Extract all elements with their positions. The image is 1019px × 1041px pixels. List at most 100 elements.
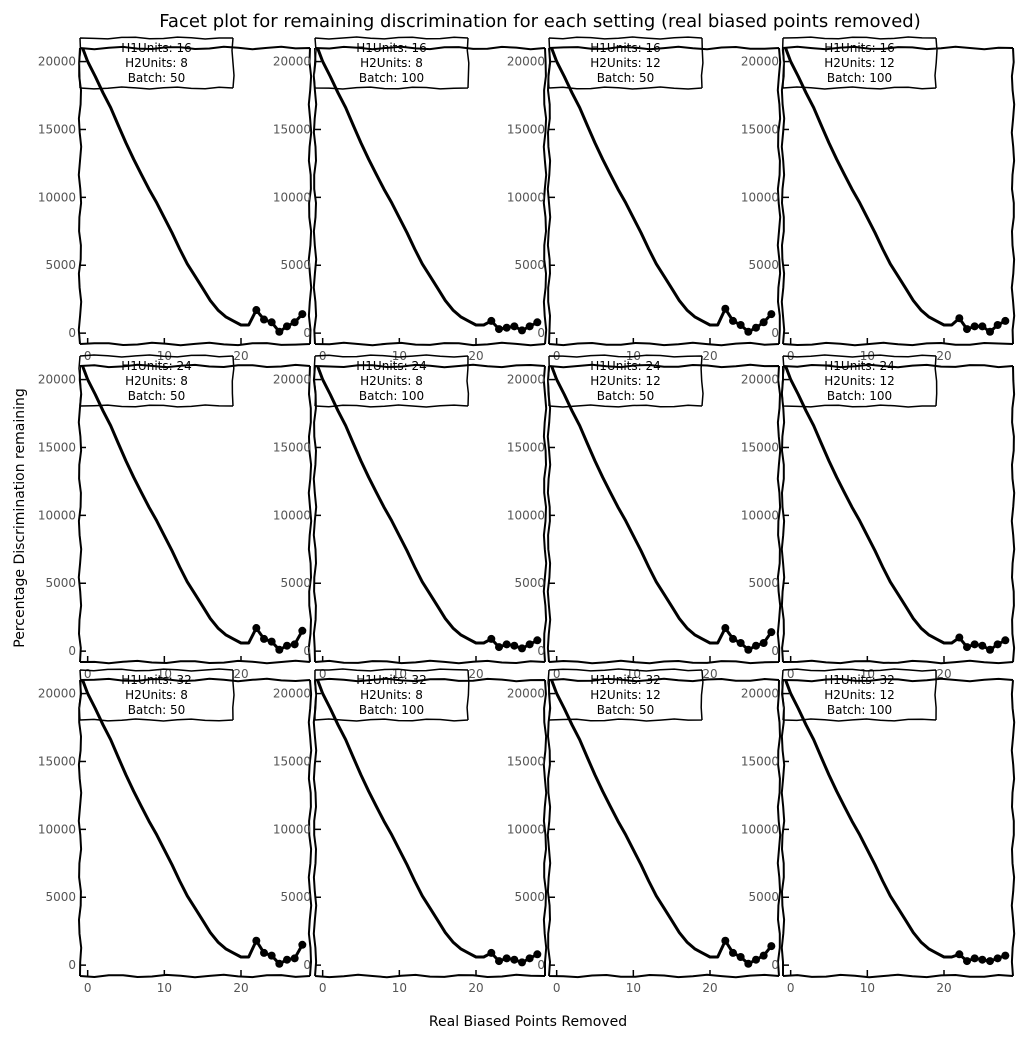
x-tick-label: 0 <box>84 981 92 995</box>
facet-label-box <box>78 668 235 722</box>
x-tick-label: 0 <box>319 667 327 681</box>
facet-label-h2: H2Units: 8 <box>125 374 188 388</box>
data-point <box>744 645 753 654</box>
x-tick-label: 20 <box>468 667 483 681</box>
data-point <box>495 643 503 652</box>
facet-label-batch: Batch: 100 <box>827 71 892 85</box>
x-tick-label: 0 <box>787 667 795 681</box>
y-tick-label: 10000 <box>741 822 779 836</box>
y-tick-label: 15000 <box>741 754 779 768</box>
x-tick-label: 20 <box>936 349 951 363</box>
x-tick-label: 20 <box>702 981 717 995</box>
facet-label-box <box>313 354 470 408</box>
data-point <box>744 327 753 336</box>
facet-label-batch: Batch: 50 <box>597 389 655 403</box>
y-tick-label: 0 <box>537 326 545 340</box>
facet-label-h1: H1Units: 24 <box>356 359 426 373</box>
facet-label-h2: H2Units: 8 <box>360 56 423 70</box>
data-point <box>283 322 291 331</box>
facet-label-h1: H1Units: 24 <box>824 359 894 373</box>
facet-panel: 0 5000 10000 15000 20000 0 10 20 H1Units: 32H2Un… <box>273 668 548 995</box>
y-tick-label: 10000 <box>273 508 311 522</box>
panel-frame <box>77 677 313 979</box>
x-tick-label: 0 <box>319 981 327 995</box>
data-point <box>970 954 979 963</box>
facet-label-box <box>781 36 938 90</box>
panel-frame <box>77 363 313 665</box>
data-point <box>290 640 299 649</box>
facet-label-h2: H2Units: 8 <box>360 688 423 702</box>
y-tick-label: 20000 <box>507 373 545 387</box>
x-tick-label: 20 <box>233 981 248 995</box>
x-tick-label: 20 <box>468 981 483 995</box>
x-tick-label: 20 <box>468 349 483 363</box>
data-point <box>533 950 542 959</box>
facet-label-box <box>547 668 704 722</box>
y-tick-label: 0 <box>68 644 76 658</box>
y-tick-label: 5000 <box>514 576 545 590</box>
y-tick-label: 20000 <box>507 687 545 701</box>
data-point <box>275 959 284 968</box>
data-point <box>502 640 511 649</box>
series-line <box>783 366 1007 652</box>
y-tick-label: 0 <box>771 644 779 658</box>
data-point <box>275 327 284 336</box>
data-point <box>298 940 307 949</box>
data-point <box>495 325 503 334</box>
data-point <box>970 640 979 649</box>
data-point <box>963 325 971 334</box>
data-point <box>759 318 768 327</box>
facet-panel: 0 5000 10000 15000 20000 0 10 20 H1Units: 32H2Un… <box>741 668 1016 995</box>
data-point <box>502 954 511 963</box>
data-point <box>759 951 768 960</box>
y-tick-label: 5000 <box>514 258 545 272</box>
data-point <box>518 958 526 967</box>
y-tick-label: 0 <box>771 958 779 972</box>
data-point <box>252 306 261 315</box>
facet-panel: 0 5000 10000 15000 20000 0 10 20 H1Units: 32H2Un… <box>507 668 782 995</box>
data-point <box>518 644 526 653</box>
data-point <box>510 641 519 650</box>
x-tick-label: 10 <box>157 667 172 681</box>
data-point <box>298 626 307 635</box>
x-tick-label: 0 <box>84 667 92 681</box>
data-point <box>495 957 503 966</box>
y-tick-label: 10000 <box>273 190 311 204</box>
y-tick-label: 15000 <box>38 440 76 454</box>
x-tick-label: 20 <box>702 667 717 681</box>
facet-label-h1: H1Units: 24 <box>121 359 191 373</box>
x-tick-label: 0 <box>553 981 561 995</box>
data-point <box>260 315 268 324</box>
facet-label-batch: Batch: 100 <box>827 703 892 717</box>
series-line <box>783 48 1007 334</box>
data-point <box>487 316 496 325</box>
y-tick-label: 15000 <box>507 754 545 768</box>
data-point <box>767 942 776 951</box>
facet-label-batch: Batch: 100 <box>359 389 424 403</box>
data-point <box>267 637 276 646</box>
y-tick-label: 10000 <box>741 508 779 522</box>
facet-label-box <box>547 36 704 90</box>
facet-label-box <box>314 668 470 722</box>
data-point <box>1001 951 1010 960</box>
data-point <box>986 645 994 654</box>
facet-label-h2: H2Units: 12 <box>824 374 894 388</box>
facet-label-batch: Batch: 50 <box>597 71 655 85</box>
x-tick-label: 10 <box>860 981 875 995</box>
y-tick-label: 0 <box>68 958 76 972</box>
y-tick-label: 5000 <box>748 576 779 590</box>
facet-label-h2: H2Units: 8 <box>125 56 188 70</box>
data-point <box>721 936 730 945</box>
data-point <box>767 310 776 319</box>
panel-frame <box>546 677 782 979</box>
facet-label-batch: Batch: 50 <box>597 703 655 717</box>
x-tick-label: 0 <box>553 667 561 681</box>
y-tick-label: 15000 <box>507 122 545 136</box>
series-line <box>549 48 773 334</box>
data-point <box>729 948 737 957</box>
y-tick-label: 15000 <box>38 122 76 136</box>
